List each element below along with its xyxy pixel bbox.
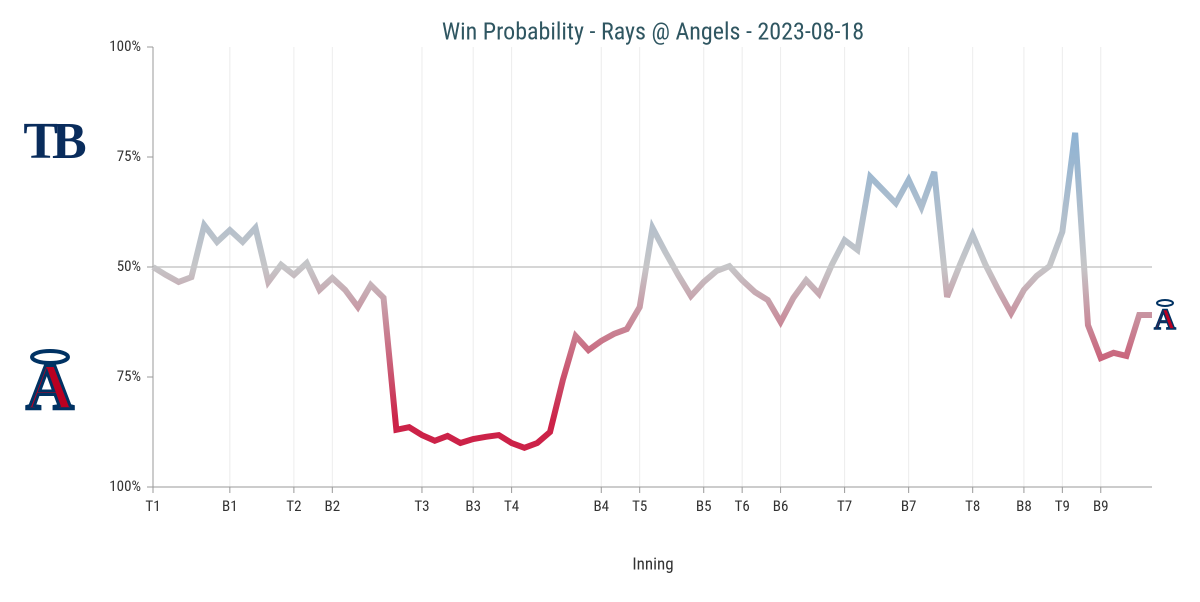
angels-logo-text: A bbox=[26, 351, 74, 424]
y-tick-label: 100% bbox=[109, 37, 141, 55]
x-tick-label: B7 bbox=[901, 497, 917, 515]
x-tick-label: B6 bbox=[773, 497, 789, 515]
angels-logo-small-text: A bbox=[1154, 303, 1176, 336]
y-tick-label: 75% bbox=[117, 147, 141, 165]
x-tick-label: T6 bbox=[735, 497, 750, 515]
x-tick-label: B8 bbox=[1016, 497, 1032, 515]
rays-logo-text: TB bbox=[23, 113, 86, 170]
chart-title: Win Probability - Rays @ Angels - 2023-0… bbox=[442, 17, 864, 45]
x-tick-label: B4 bbox=[593, 497, 609, 515]
halo bbox=[30, 349, 70, 365]
x-tick-label: T1 bbox=[145, 497, 160, 515]
x-tick-label: B5 bbox=[696, 497, 712, 515]
x-tick-label: B3 bbox=[465, 497, 481, 515]
x-tick-label: T9 bbox=[1055, 497, 1070, 515]
x-tick-label: B2 bbox=[325, 497, 341, 515]
x-tick-label: T2 bbox=[286, 497, 301, 515]
win-prob-line bbox=[151, 132, 1152, 452]
y-tick-label: 75% bbox=[117, 367, 141, 385]
x-tick-label: T5 bbox=[632, 497, 647, 515]
x-tick-label: B9 bbox=[1093, 497, 1109, 515]
y-tick-label: 50% bbox=[117, 257, 141, 275]
x-axis-label: Inning bbox=[632, 554, 673, 574]
angels-logo: A bbox=[25, 349, 76, 426]
x-tick-label: B1 bbox=[222, 497, 238, 515]
rays-logo: TB bbox=[23, 113, 92, 170]
x-tick-label: T4 bbox=[504, 497, 519, 515]
x-tick-label: T8 bbox=[965, 497, 980, 515]
x-tick-label: T7 bbox=[837, 497, 852, 515]
y-tick-label: 100% bbox=[109, 477, 141, 495]
angels-logo-small: A bbox=[1153, 299, 1177, 337]
x-tick-label: T3 bbox=[414, 497, 429, 515]
halo bbox=[1156, 299, 1174, 307]
